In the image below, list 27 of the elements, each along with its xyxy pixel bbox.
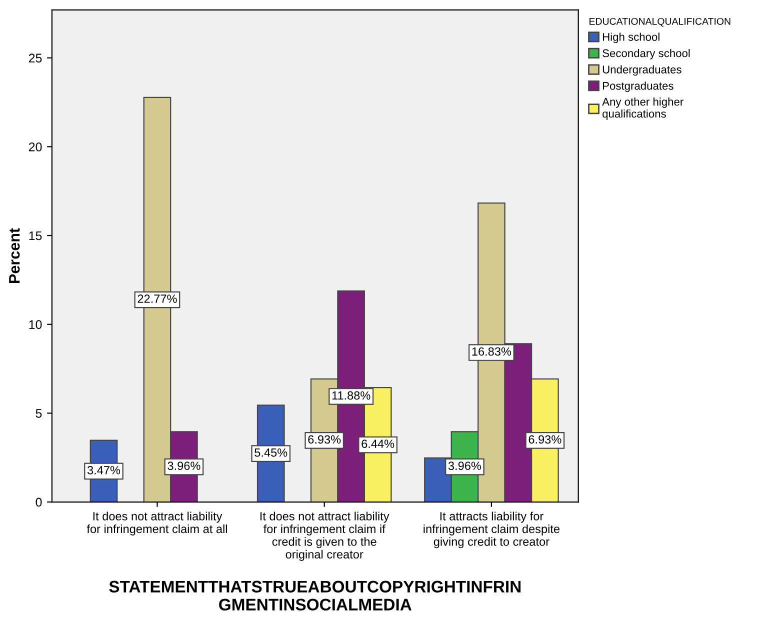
data-label: 22.77%	[138, 294, 177, 303]
data-label: 6.93%	[308, 435, 341, 444]
data-label: 5.45%	[254, 448, 288, 457]
legend-title: EDUCATIONALQUALIFICATION	[590, 18, 730, 27]
legend-label: Any other higher qualifications	[602, 98, 684, 120]
y-tick-label: 15	[29, 231, 42, 240]
x-axis-title: STATEMENTTHATSTRUEABOUTCOPYRIGHTINFRIN GMENTINSOCIALMEDIA	[109, 580, 521, 611]
y-axis-title: Percent	[9, 228, 20, 283]
y-tick-label: 5	[36, 409, 42, 418]
y-tick-label: 20	[28, 142, 42, 152]
x-tick-label: It does not attract liability for infringement claim if credit is given to the original creator	[260, 512, 390, 561]
data-label: 11.88%	[332, 391, 370, 400]
x-tick-label: It does not attract liability for infringement claim at all	[86, 512, 227, 536]
y-tick-label: 10	[29, 320, 42, 330]
data-label: 16.83%	[472, 347, 512, 356]
legend-label: Undergraduates	[602, 65, 682, 76]
legend-label: Secondary school	[602, 49, 690, 60]
data-label: 3.96%	[168, 462, 200, 470]
legend-label: Postgraduates	[603, 82, 674, 92]
y-tick-label: 25	[28, 54, 42, 63]
data-label: 6.44%	[362, 440, 394, 448]
data-label: 3.96%	[448, 462, 482, 470]
data-label: 3.47%	[87, 466, 120, 474]
y-tick-label: 0	[36, 498, 42, 507]
data-label: 6.93%	[528, 435, 562, 444]
legend-label: High school	[603, 32, 660, 44]
x-tick-label: It attracts liability for infringement claim despite giving credit to creator	[424, 512, 560, 548]
